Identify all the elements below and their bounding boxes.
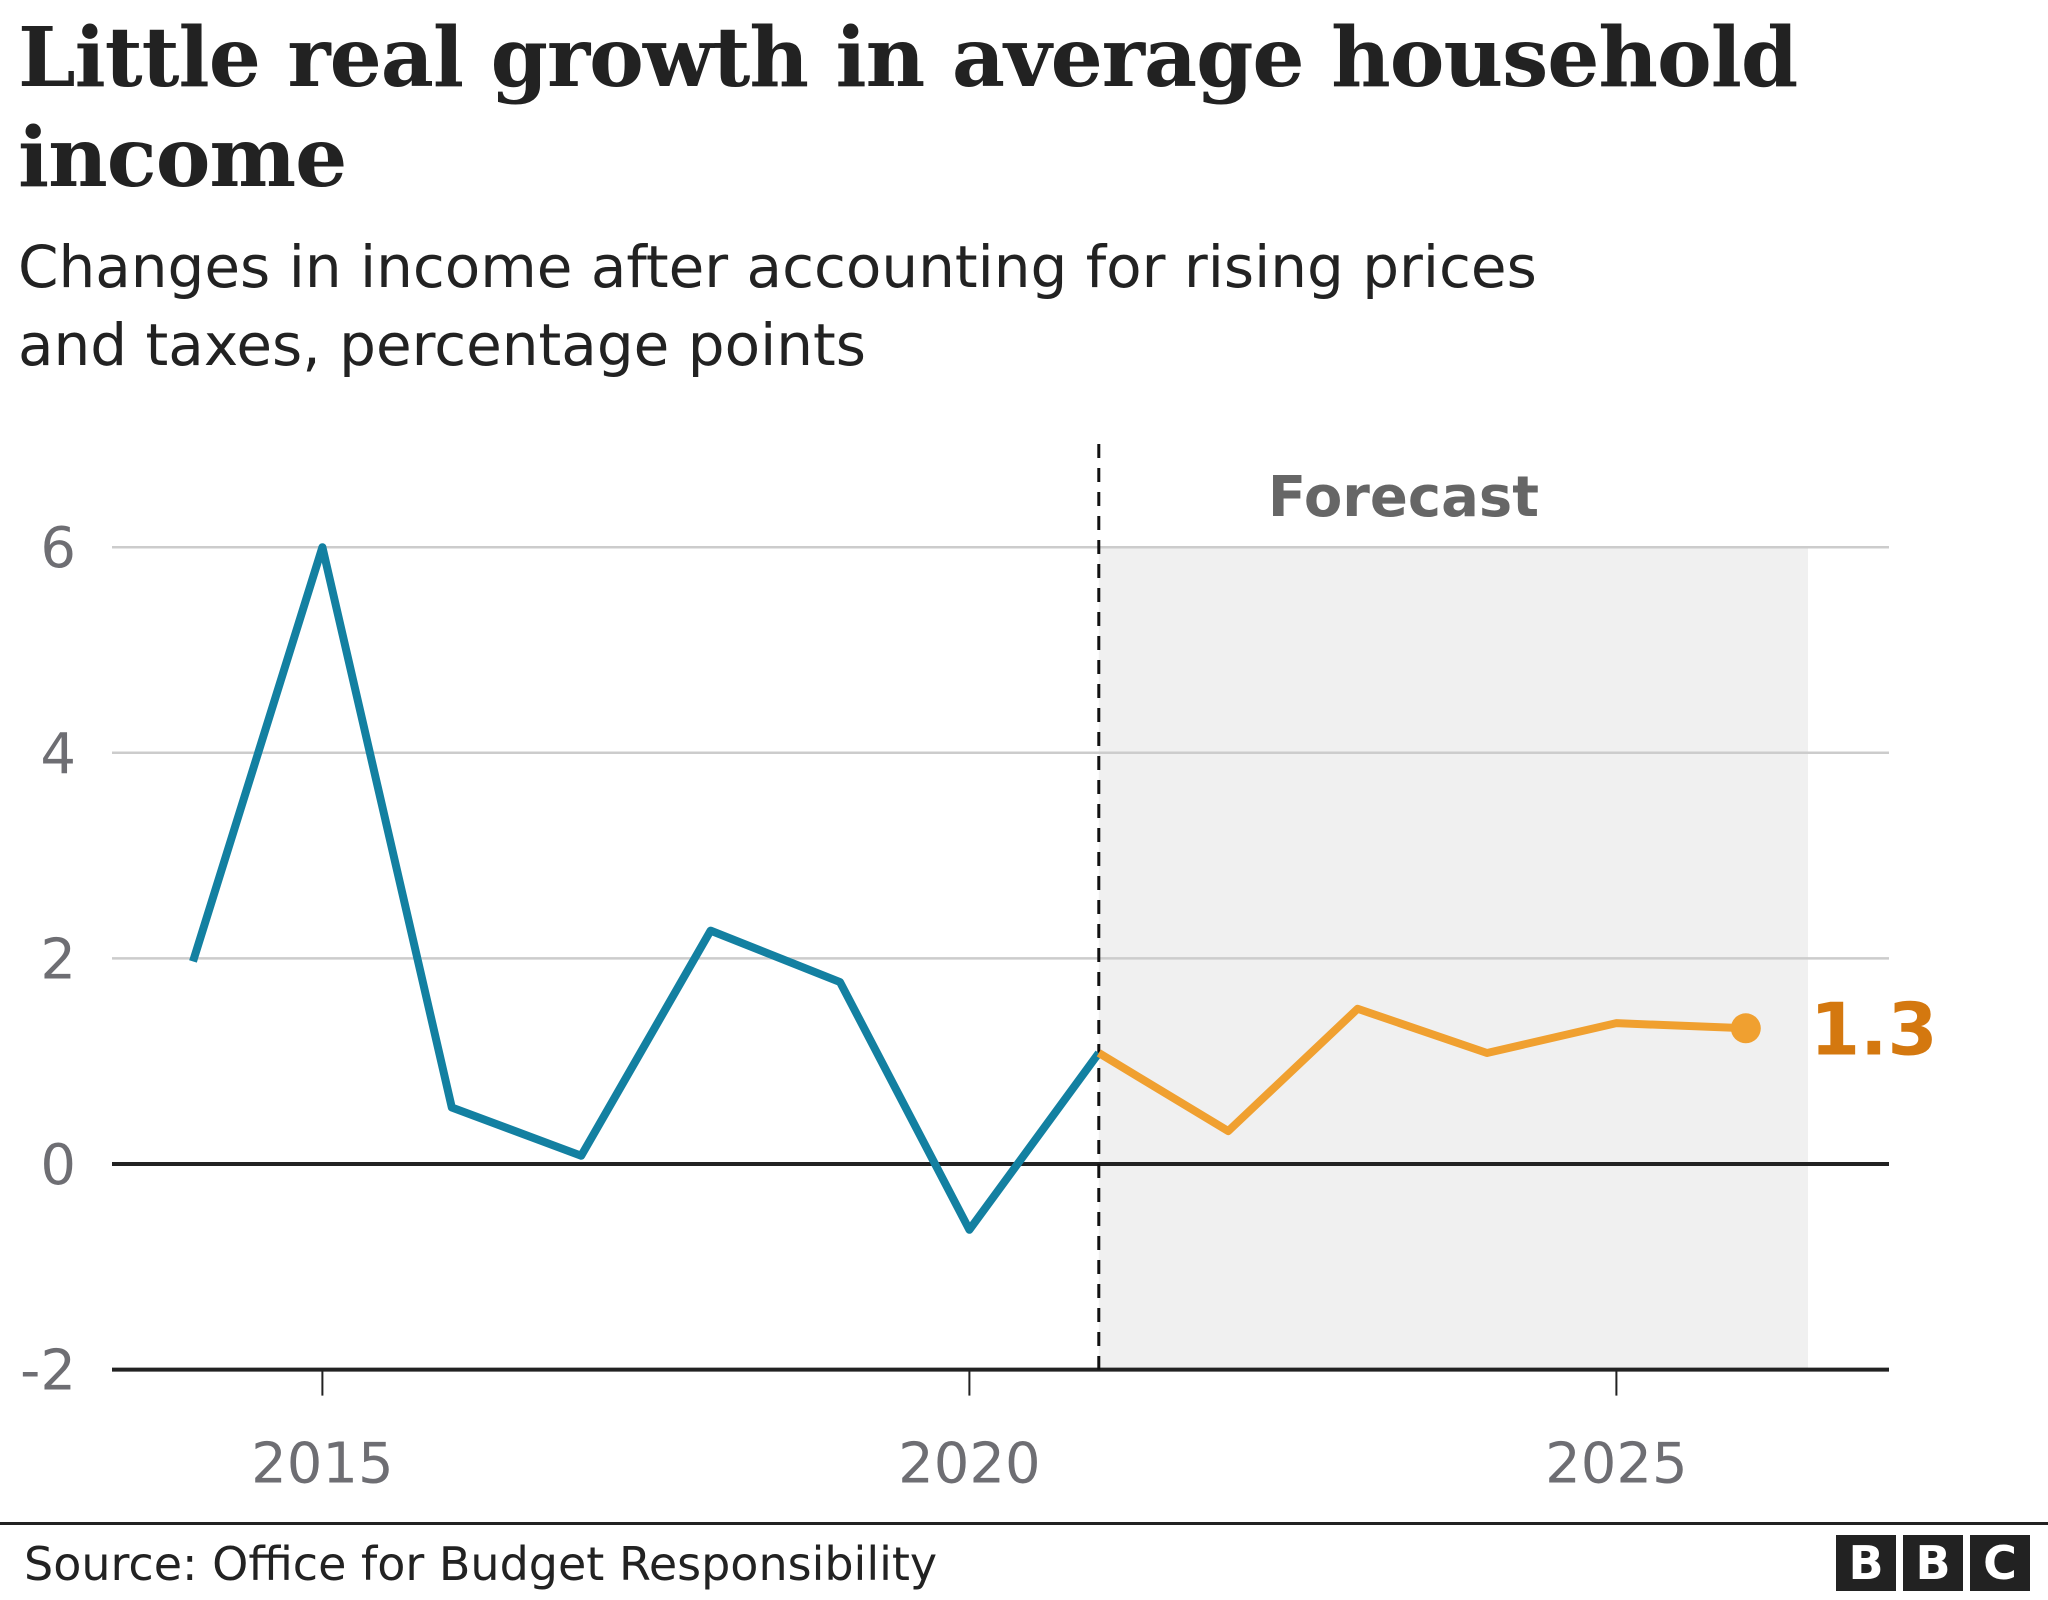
source-note: Source: Office for Budget Responsibility (24, 1537, 938, 1591)
series-line-forecast (1096, 1004, 1746, 1136)
end-value-label: 1.3 (1810, 987, 1938, 1071)
x-tick-label: 2015 (251, 1432, 394, 1497)
bbc-logo-letter: B (1903, 1535, 1963, 1591)
y-tick-label: 6 (40, 516, 76, 581)
footer-divider (0, 1522, 2048, 1525)
x-tick-label: 2025 (1545, 1432, 1688, 1497)
bbc-logo-letter: B (1836, 1535, 1896, 1591)
chart-subtitle: Changes in income after accounting for r… (18, 233, 1537, 379)
series-line-actual (189, 543, 1103, 1234)
x-tick-label: 2020 (898, 1432, 1041, 1497)
bbc-logo: B B C (1836, 1535, 2030, 1591)
bbc-logo-letter: C (1970, 1535, 2030, 1591)
line-chart: -2 0 2 4 6 2015 2020 2025 Forecast 1.3 (20, 444, 1938, 1497)
y-tick-label: 0 (40, 1133, 76, 1198)
forecast-label: Forecast (1268, 465, 1539, 530)
y-tick-label: -2 (20, 1339, 76, 1404)
chart-title: Little real growth in average household … (18, 10, 1798, 206)
y-tick-label: 4 (40, 722, 76, 787)
y-tick-label: 2 (40, 927, 76, 992)
end-point-marker (1730, 1013, 1761, 1044)
